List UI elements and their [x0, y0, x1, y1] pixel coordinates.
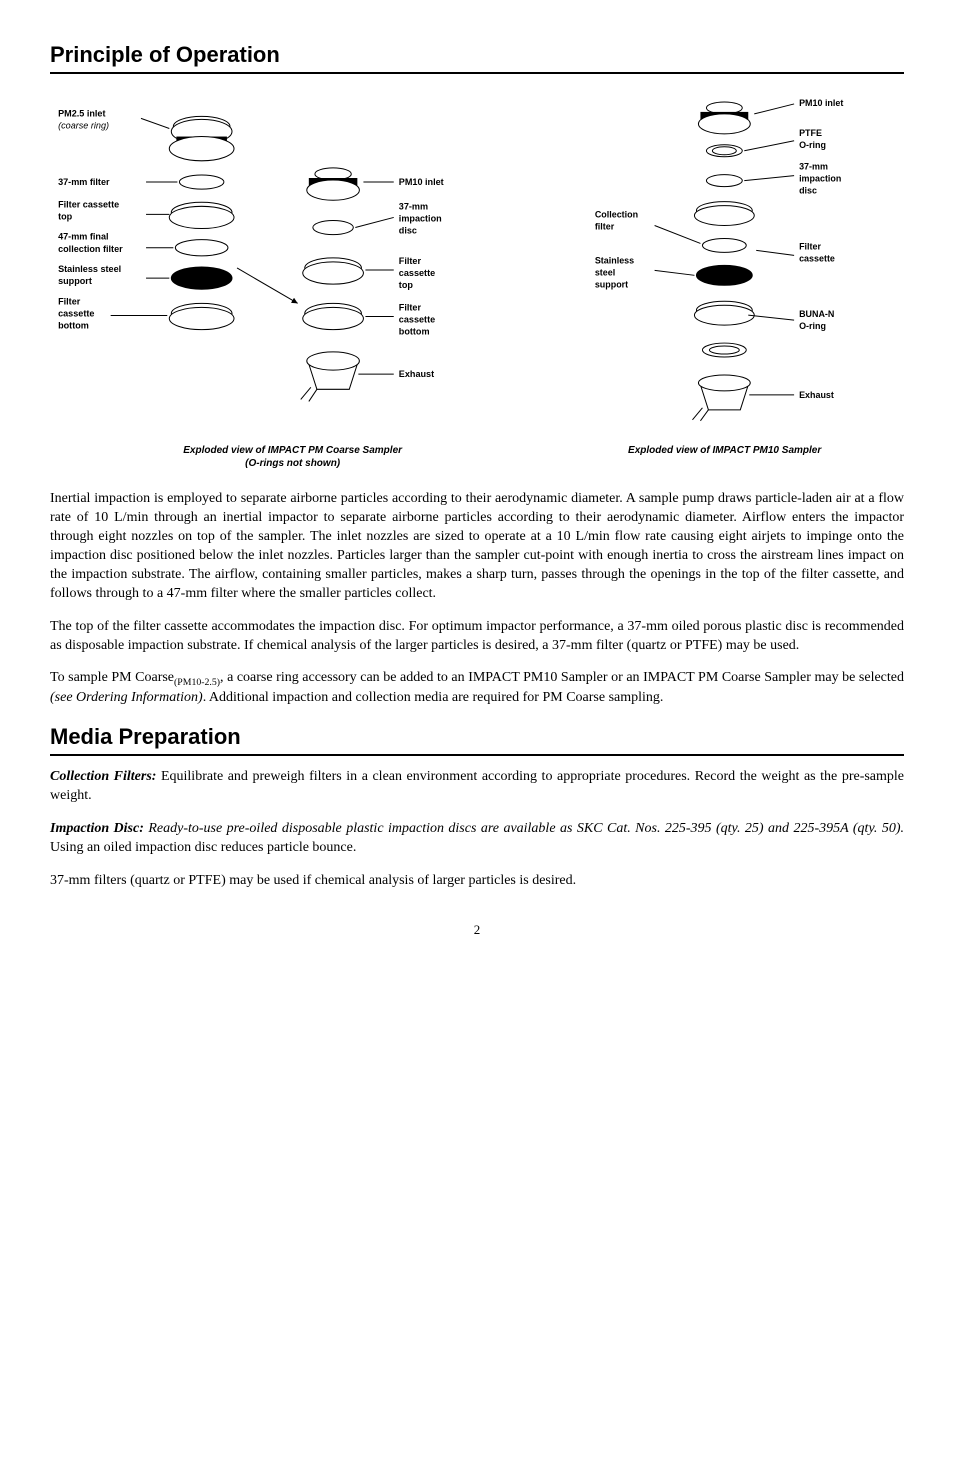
section-heading-2: Media Preparation: [50, 722, 904, 756]
paragraph-2: The top of the filter cassette accommoda…: [50, 618, 904, 656]
svg-text:Stainless steel: Stainless steel: [58, 264, 121, 274]
svg-text:PM10 inlet: PM10 inlet: [399, 177, 444, 187]
svg-text:disc: disc: [799, 185, 817, 195]
caption-left: Exploded view of IMPACT PM Coarse Sample…: [50, 444, 535, 470]
svg-text:37-mm: 37-mm: [399, 201, 428, 211]
svg-text:filter: filter: [595, 221, 615, 231]
svg-text:disc: disc: [399, 225, 417, 235]
svg-text:bottom: bottom: [399, 326, 430, 336]
p3-c: (see Ordering Information): [50, 690, 203, 705]
svg-text:37-mm: 37-mm: [799, 161, 828, 171]
svg-text:top: top: [58, 211, 73, 221]
svg-text:Stainless: Stainless: [595, 255, 634, 265]
svg-text:collection filter: collection filter: [58, 243, 123, 253]
svg-text:Filter: Filter: [58, 296, 81, 306]
p3-a: To sample PM Coarse: [50, 670, 174, 685]
svg-text:PM2.5 inlet: PM2.5 inlet: [58, 108, 105, 118]
mp2-label: Impaction Disc:: [50, 821, 144, 836]
page-number: 2: [50, 921, 904, 939]
caption-row: Exploded view of IMPACT PM Coarse Sample…: [50, 444, 904, 470]
svg-text:support: support: [58, 276, 92, 286]
svg-text:impaction: impaction: [399, 213, 442, 223]
diagram-pm-coarse: PM2.5 inlet (coarse ring) 37-mm filter F…: [50, 86, 535, 437]
svg-text:PM10 inlet: PM10 inlet: [799, 98, 843, 108]
svg-text:(coarse ring): (coarse ring): [58, 120, 109, 130]
caption-left-line1: Exploded view of IMPACT PM Coarse Sample…: [183, 445, 402, 456]
svg-text:O-ring: O-ring: [799, 321, 826, 331]
pm-coarse-svg: PM2.5 inlet (coarse ring) 37-mm filter F…: [50, 86, 535, 430]
svg-text:Filter cassette: Filter cassette: [58, 199, 119, 209]
diagram-pm10: PM10 inlet PTFE O-ring 37-mm impaction d…: [545, 86, 904, 437]
paragraph-3: To sample PM Coarse(PM10-2.5), a coarse …: [50, 669, 904, 708]
media-paragraph-1: Collection Filters: Equilibrate and prew…: [50, 768, 904, 806]
p3-b: , a coarse ring accessory can be added t…: [220, 670, 904, 685]
svg-text:cassette: cassette: [399, 314, 435, 324]
paragraph-1: Inertial impaction is employed to separa…: [50, 490, 904, 603]
p3-d: . Additional impaction and collection me…: [203, 690, 664, 705]
svg-text:support: support: [595, 279, 628, 289]
mp1-label: Collection Filters:: [50, 769, 156, 784]
svg-text:O-ring: O-ring: [799, 139, 826, 149]
svg-text:PTFE: PTFE: [799, 128, 822, 138]
section-heading: Principle of Operation: [50, 40, 904, 74]
mp2-text: Using an oiled impaction disc reduces pa…: [50, 840, 356, 855]
mp1-text: Equilibrate and preweigh filters in a cl…: [50, 769, 904, 803]
svg-text:Filter: Filter: [399, 256, 422, 266]
svg-text:Filter: Filter: [799, 241, 821, 251]
svg-text:cassette: cassette: [399, 268, 435, 278]
svg-text:BUNA-N: BUNA-N: [799, 309, 834, 319]
diagram-row: PM2.5 inlet (coarse ring) 37-mm filter F…: [50, 86, 904, 437]
svg-text:Collection: Collection: [595, 209, 638, 219]
svg-text:impaction: impaction: [799, 173, 841, 183]
svg-text:Exhaust: Exhaust: [799, 390, 834, 400]
svg-text:37-mm filter: 37-mm filter: [58, 177, 110, 187]
p3-sub: (PM10-2.5): [174, 677, 220, 688]
caption-left-line2: (O-rings not shown): [245, 458, 340, 469]
caption-right: Exploded view of IMPACT PM10 Sampler: [545, 444, 904, 470]
svg-text:cassette: cassette: [58, 308, 94, 318]
svg-text:top: top: [399, 280, 414, 290]
svg-text:bottom: bottom: [58, 320, 89, 330]
media-paragraph-2: Impaction Disc: Ready-to-use pre-oiled d…: [50, 820, 904, 858]
svg-text:Filter: Filter: [399, 302, 422, 312]
svg-text:47-mm final: 47-mm final: [58, 231, 108, 241]
pm10-svg: PM10 inlet PTFE O-ring 37-mm impaction d…: [545, 86, 904, 425]
svg-text:steel: steel: [595, 267, 615, 277]
svg-text:Exhaust: Exhaust: [399, 369, 434, 379]
mp2-italic: Ready-to-use pre-oiled disposable plasti…: [144, 821, 904, 836]
svg-text:cassette: cassette: [799, 253, 835, 263]
media-paragraph-3: 37-mm filters (quartz or PTFE) may be us…: [50, 872, 904, 891]
